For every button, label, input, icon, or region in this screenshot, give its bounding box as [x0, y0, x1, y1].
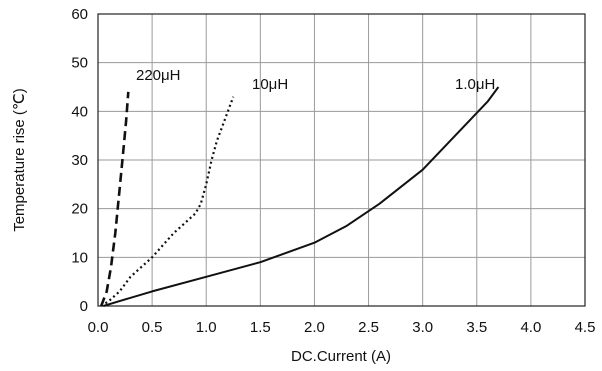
- x-tick-label-8: 4.0: [520, 319, 541, 336]
- y-tick-label-2: 20: [71, 201, 88, 218]
- x-tick-label-1: 0.5: [142, 319, 163, 336]
- y-tick-label-1: 10: [71, 249, 88, 266]
- x-tick-labels: 0.0 0.5 1.0 1.5 2.0 2.5 3.0 3.5 4.0 4.5: [88, 319, 596, 336]
- y-axis-title: Temperature rise (℃): [11, 88, 28, 232]
- y-tick-label-0: 0: [80, 298, 88, 315]
- y-tick-label-3: 30: [71, 152, 88, 169]
- series-label-10uh: 10μH: [252, 76, 288, 93]
- series-lines: [99, 86, 500, 307]
- y-tick-labels: 0 10 20 30 40 50 60: [71, 6, 88, 315]
- y-tick-label-5: 50: [71, 55, 88, 72]
- y-tick-label-4: 40: [71, 103, 88, 120]
- plot-frame: [97, 13, 586, 307]
- x-tick-label-4: 2.0: [304, 319, 325, 336]
- x-axis-title: DC.Current (A): [291, 348, 391, 365]
- x-tick-label-7: 3.5: [466, 319, 487, 336]
- grid-lines: [97, 13, 586, 307]
- x-tick-label-2: 1.0: [196, 319, 217, 336]
- x-tick-label-6: 3.0: [412, 319, 433, 336]
- y-tick-label-6: 60: [71, 6, 88, 23]
- series-label-220uh: 220μH: [136, 67, 181, 84]
- x-tick-label-3: 1.5: [250, 319, 271, 336]
- x-tick-label-5: 2.5: [358, 319, 379, 336]
- series-220uh-line: [99, 91, 130, 307]
- x-tick-label-0: 0.0: [88, 319, 109, 336]
- series-10uh-line: [100, 96, 235, 307]
- series-1uh-line: [103, 86, 500, 307]
- x-tick-label-9: 4.5: [575, 319, 596, 336]
- series-label-1uh: 1.0μH: [455, 76, 495, 93]
